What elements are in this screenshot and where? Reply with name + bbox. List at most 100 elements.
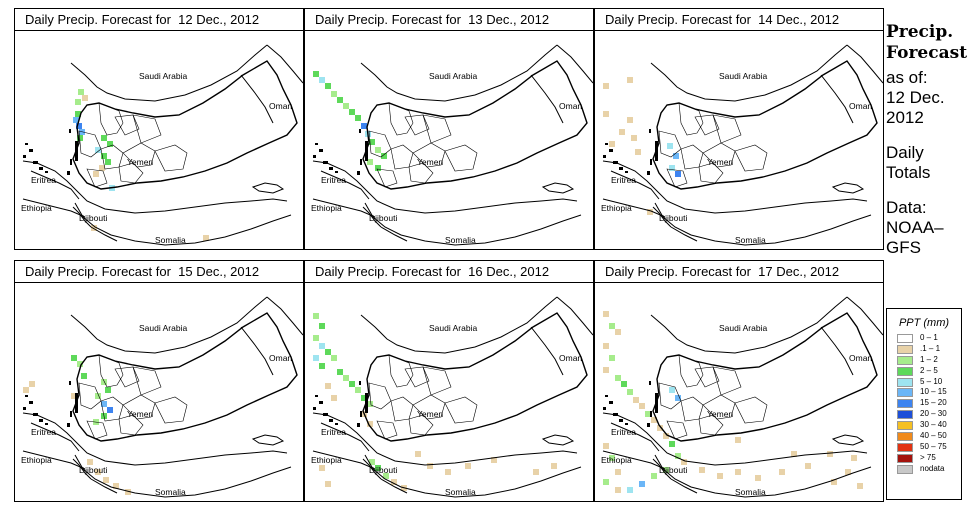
boundary-line — [22, 412, 288, 466]
boundary-line — [602, 160, 868, 214]
forecast-panel-17-dec: Daily Precip. Forecast for 17 Dec., 2012… — [594, 260, 884, 502]
place-label-saudi: Saudi Arabia — [719, 71, 767, 81]
place-label-djibouti: Djibouti — [79, 213, 107, 223]
legend-label: > 75 — [920, 452, 936, 462]
precip-cell — [343, 103, 349, 109]
precip-cell — [23, 387, 29, 393]
panel-title: Daily Precip. Forecast for 17 Dec., 2012 — [595, 261, 883, 283]
boundary-line — [312, 160, 578, 214]
totals-label-line2: Totals — [886, 163, 931, 182]
coastal-islands — [625, 171, 628, 173]
precip-cell — [71, 393, 77, 399]
coastal-islands — [335, 171, 338, 173]
precip-cell — [93, 171, 99, 177]
coastal-islands — [613, 161, 618, 164]
coastal-islands — [69, 381, 71, 385]
governorate-boundary — [86, 168, 108, 188]
boundary-line — [240, 74, 274, 124]
precip-cell — [349, 109, 355, 115]
coastal-islands — [23, 155, 26, 158]
place-label-yemen: Yemen — [417, 157, 443, 167]
precip-cell — [551, 463, 557, 469]
precip-cell — [603, 311, 609, 317]
legend-item: 10 – 15 — [887, 387, 961, 398]
panel-title: Daily Precip. Forecast for 13 Dec., 2012 — [305, 9, 593, 31]
precip-cell — [367, 401, 373, 407]
precip-cell — [827, 451, 833, 457]
boundary-line — [90, 226, 118, 242]
coastal-islands — [605, 395, 608, 397]
place-label-yemen: Yemen — [127, 409, 153, 419]
precip-cell — [663, 467, 669, 473]
coastal-islands — [25, 395, 28, 397]
precip-cell — [337, 97, 343, 103]
forecast-map: Saudi Arabia Oman Yemen Eritrea Ethiopia Djib… — [311, 296, 593, 498]
boundary-line — [654, 202, 872, 246]
precip-cell — [78, 89, 84, 95]
legend-item: 30 – 40 — [887, 420, 961, 431]
precip-cell — [331, 355, 337, 361]
place-label-ethiopia: Ethiopia — [311, 203, 342, 213]
legend-swatch — [897, 377, 913, 387]
governorate-boundary — [408, 162, 434, 184]
place-label-saudi: Saudi Arabia — [139, 323, 187, 333]
governorate-boundary — [666, 168, 688, 188]
place-label-saudi: Saudi Arabia — [429, 323, 477, 333]
boundary-line — [530, 74, 564, 124]
coastal-islands — [25, 143, 28, 145]
precip-cell — [105, 159, 111, 165]
governorate-boundary — [734, 396, 768, 424]
governorate-boundary — [408, 414, 434, 436]
coastal-islands — [39, 167, 43, 170]
forecast-panel-13-dec: Daily Precip. Forecast for 13 Dec., 2012… — [304, 8, 594, 250]
coastal-islands — [619, 419, 623, 422]
boundary-line — [360, 44, 558, 102]
socotra-island — [251, 182, 285, 194]
precip-cell — [325, 481, 331, 487]
precip-cell — [313, 313, 319, 319]
boundary-line — [820, 74, 854, 124]
governorate-boundary — [698, 414, 724, 436]
coastal-islands — [67, 171, 70, 175]
coastal-islands — [335, 423, 338, 425]
boundary-line — [312, 412, 578, 466]
coastal-islands — [67, 423, 70, 427]
governorate-boundary — [404, 114, 430, 136]
precip-cell — [639, 481, 645, 487]
coastal-islands — [609, 401, 613, 404]
governorate-boundary — [712, 114, 742, 144]
precip-cell — [647, 209, 653, 215]
precip-cell — [75, 111, 81, 117]
precip-cell — [76, 123, 82, 129]
precip-cell — [645, 411, 651, 417]
precip-cell — [95, 393, 101, 399]
boundary-line — [312, 450, 376, 470]
place-label-somalia: Somalia — [155, 487, 186, 497]
legend-label: 15 – 20 — [920, 398, 947, 408]
coastal-islands — [315, 143, 318, 145]
precip-cell — [603, 479, 609, 485]
coastal-islands — [625, 423, 628, 425]
precip-cell — [81, 373, 87, 379]
precip-cell — [77, 361, 83, 367]
boundary-line — [74, 202, 292, 246]
governorate-boundary — [132, 114, 162, 144]
governorate-boundary — [694, 366, 720, 388]
governorate-boundary — [422, 366, 452, 396]
coastal-islands — [603, 407, 606, 410]
precip-cell — [325, 83, 331, 89]
precip-cell — [375, 147, 381, 153]
coastal-islands — [603, 155, 606, 158]
coastal-islands — [619, 167, 623, 170]
governorate-boundary — [422, 114, 452, 144]
coastal-islands — [70, 159, 72, 165]
governorate-boundary — [658, 130, 682, 158]
precip-cell — [105, 387, 111, 393]
legend-item: 5 – 10 — [887, 377, 961, 388]
precip-cell — [667, 143, 673, 149]
legend-item: 1 – 2 — [887, 355, 961, 366]
coastal-islands — [365, 141, 368, 161]
place-label-oman: Oman — [849, 101, 872, 111]
precip-cell — [621, 381, 627, 387]
legend-item: 50 – 75 — [887, 442, 961, 453]
